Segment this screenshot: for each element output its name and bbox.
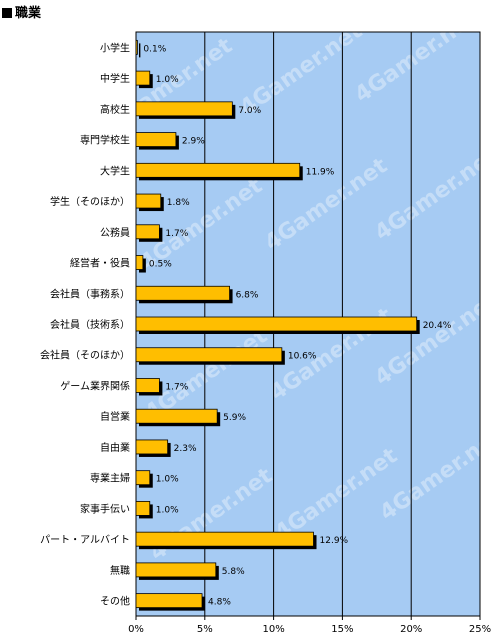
bar <box>135 439 169 455</box>
value-label: 2.9% <box>182 137 205 147</box>
bar <box>135 70 151 86</box>
x-tick-label: 25% <box>469 624 491 635</box>
bar <box>135 593 203 609</box>
value-label: 7.0% <box>238 106 261 116</box>
bar <box>135 193 162 209</box>
value-label: 1.0% <box>156 75 179 85</box>
bar <box>135 501 151 516</box>
x-tick-label: 0% <box>128 624 144 635</box>
value-label: 1.0% <box>156 505 179 515</box>
bar <box>135 224 160 240</box>
x-tick-label: 15% <box>331 624 353 635</box>
bar <box>135 562 217 578</box>
category-label: 専門学校生 <box>80 134 130 147</box>
value-label: 1.7% <box>165 229 188 239</box>
category-label: 会社員（事務系） <box>50 287 130 300</box>
bar <box>135 101 233 117</box>
bar <box>135 285 230 301</box>
bar <box>135 255 144 270</box>
title-square-icon <box>2 8 12 18</box>
value-label: 10.6% <box>288 352 317 362</box>
value-label: 12.9% <box>320 536 349 546</box>
category-label: 家事手伝い <box>80 502 130 515</box>
category-label: 中学生 <box>100 72 130 85</box>
category-label: 大学生 <box>100 164 130 177</box>
value-label: 5.8% <box>222 567 245 577</box>
category-label: 学生（そのほか） <box>50 195 130 208</box>
category-label: 会社員（そのほか） <box>40 349 130 362</box>
bar <box>135 316 418 332</box>
category-label: 経営者・役員 <box>70 257 130 270</box>
x-tick-label: 10% <box>262 624 284 635</box>
category-label: 自営業 <box>100 410 130 423</box>
category-label: 会社員（技術系） <box>50 318 130 331</box>
value-label: 11.9% <box>306 167 335 177</box>
bar <box>135 408 218 424</box>
category-label: 小学生 <box>100 41 130 54</box>
value-label: 1.7% <box>165 382 188 392</box>
value-label: 2.3% <box>174 444 197 454</box>
category-label: パート・アルバイト <box>40 534 130 546</box>
bar <box>135 132 177 147</box>
bar <box>135 162 301 178</box>
bar <box>135 531 314 547</box>
value-label: 1.0% <box>156 475 179 485</box>
value-label: 4.8% <box>208 598 231 608</box>
category-label: ゲーム業界関係 <box>60 379 130 392</box>
category-label: その他 <box>100 595 130 608</box>
value-label: 20.4% <box>423 321 452 331</box>
value-label: 5.9% <box>223 413 246 423</box>
value-label: 0.5% <box>149 260 172 270</box>
category-label: 高校生 <box>100 103 130 116</box>
bar <box>135 470 151 486</box>
page-title: 職業 <box>2 2 41 21</box>
category-label: 公務員 <box>100 226 130 239</box>
bar <box>135 347 283 363</box>
title-text: 職業 <box>15 6 42 21</box>
bar <box>135 39 138 55</box>
category-label: 専業主婦 <box>90 472 130 485</box>
bar-shadow <box>139 43 141 58</box>
bar <box>135 378 160 393</box>
category-label: 自由業 <box>100 441 130 454</box>
value-label: 1.8% <box>167 198 190 208</box>
x-tick-label: 20% <box>400 624 422 635</box>
value-label: 0.1% <box>143 44 166 54</box>
x-tick-label: 5% <box>197 624 213 635</box>
value-label: 6.8% <box>236 290 259 300</box>
category-label: 無職 <box>110 564 130 577</box>
